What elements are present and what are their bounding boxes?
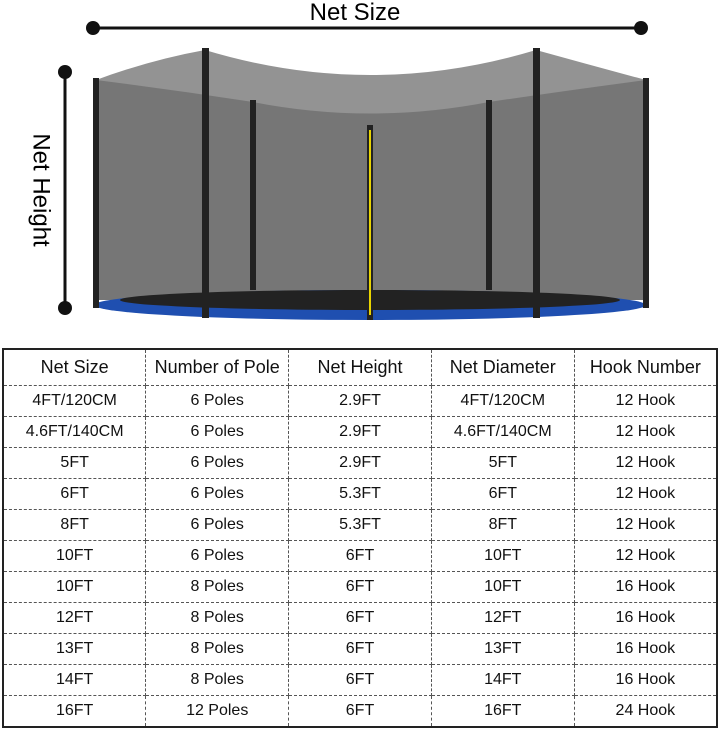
table-cell: 10FT [430, 539, 575, 572]
table-cell: 10FT [2, 539, 147, 572]
table-cell: 6 Poles [145, 539, 290, 572]
table-row: 4FT/120CM 6 Poles 2.9FT 4FT/120CM 12 Hook [2, 385, 718, 418]
table-cell: 2.9FT [288, 385, 432, 418]
table-cell: 12 Hook [573, 478, 718, 510]
table-cell: 12FT [2, 601, 147, 634]
header-cell: Hook Number [573, 348, 718, 387]
table-cell: 6FT [288, 601, 432, 634]
table-cell: 8 Poles [145, 632, 290, 665]
dot [634, 21, 648, 35]
table-cell: 6 Poles [145, 447, 290, 480]
table-cell: 6FT [288, 570, 432, 603]
table-cell: 5.3FT [288, 508, 432, 541]
table-cell: 12 Hook [573, 539, 718, 572]
table-row: 6FT 6 Poles 5.3FT 6FT 12 Hook [2, 478, 718, 510]
table-cell: 6 Poles [145, 416, 290, 449]
table-cell: 6FT [288, 632, 432, 665]
table-cell: 2.9FT [288, 447, 432, 480]
table-cell: 16FT [2, 694, 147, 728]
table-cell: 8 Poles [145, 601, 290, 634]
table-cell: 10FT [2, 570, 147, 603]
table-row: Net Size Number of Pole Net Height Net Diam… [2, 348, 718, 387]
table-cell: 5FT [430, 447, 575, 480]
table-cell: 14FT [430, 663, 575, 696]
table-cell: 4FT/120CM [430, 385, 575, 418]
table-cell: 12 Hook [573, 447, 718, 480]
table-cell: 13FT [2, 632, 147, 665]
table-cell: 8FT [2, 508, 147, 541]
net-size-label: Net Size [310, 0, 401, 26]
table-cell: 4.6FT/140CM [2, 416, 147, 449]
table-cell: 5FT [2, 447, 147, 480]
table-row: 10FT 6 Poles 6FT 10FT 12 Hook [2, 539, 718, 572]
table-row: 8FT 6 Poles 5.3FT 8FT 12 Hook [2, 508, 718, 541]
table-cell: 16FT [430, 694, 575, 728]
table-cell: 10FT [430, 570, 575, 603]
table-cell: 16 Hook [573, 601, 718, 634]
table-row: 12FT 8 Poles 6FT 12FT 16 Hook [2, 601, 718, 634]
table-cell: 12FT [430, 601, 575, 634]
table-row: 13FT 8 Poles 6FT 13FT 16 Hook [2, 632, 718, 665]
table-cell: 4.6FT/140CM [430, 416, 575, 449]
trampoline-diagram: Net Size Net Height [28, 0, 649, 320]
header-cell: Net Diameter [430, 348, 575, 387]
table-cell: 4FT/120CM [2, 385, 147, 418]
dot [58, 65, 72, 79]
table-cell: 14FT [2, 663, 147, 696]
table-cell: 13FT [430, 632, 575, 665]
header-cell: Number of Pole [145, 348, 290, 387]
header-cell: Net Height [288, 348, 432, 387]
table-cell: 6FT [430, 478, 575, 510]
table-row: 5FT 6 Poles 2.9FT 5FT 12 Hook [2, 447, 718, 480]
table-cell: 16 Hook [573, 570, 718, 603]
table-cell: 12 Poles [145, 694, 290, 728]
table-cell: 6 Poles [145, 385, 290, 418]
table-cell: 6 Poles [145, 478, 290, 510]
table-cell: 16 Hook [573, 632, 718, 665]
size-table: Net Size Number of Pole Net Height Net Diam… [2, 348, 718, 728]
header-cell: Net Size [2, 348, 147, 387]
table-row: 4.6FT/140CM 6 Poles 2.9FT 4.6FT/140CM 12 Hoo… [2, 416, 718, 449]
table-cell: 5.3FT [288, 478, 432, 510]
table-cell: 6 Poles [145, 508, 290, 541]
table-cell: 8 Poles [145, 570, 290, 603]
table-cell: 8 Poles [145, 663, 290, 696]
table-cell: 6FT [288, 694, 432, 728]
table-row: 10FT 8 Poles 6FT 10FT 16 Hook [2, 570, 718, 603]
table-cell: 24 Hook [573, 694, 718, 728]
poles [93, 48, 649, 318]
table-cell: 12 Hook [573, 385, 718, 418]
table-cell: 2.9FT [288, 416, 432, 449]
table-row: 16FT 12 Poles 6FT 16FT 24 Hook [2, 694, 718, 728]
table-cell: 12 Hook [573, 508, 718, 541]
table-cell: 6FT [2, 478, 147, 510]
dot [86, 21, 100, 35]
table-cell: 16 Hook [573, 663, 718, 696]
dot [58, 301, 72, 315]
table-row: 14FT 8 Poles 6FT 14FT 16 Hook [2, 663, 718, 696]
table-cell: 12 Hook [573, 416, 718, 449]
table-cell: 6FT [288, 663, 432, 696]
net-height-label: Net Height [28, 133, 55, 247]
table-cell: 8FT [430, 508, 575, 541]
table-cell: 6FT [288, 539, 432, 572]
